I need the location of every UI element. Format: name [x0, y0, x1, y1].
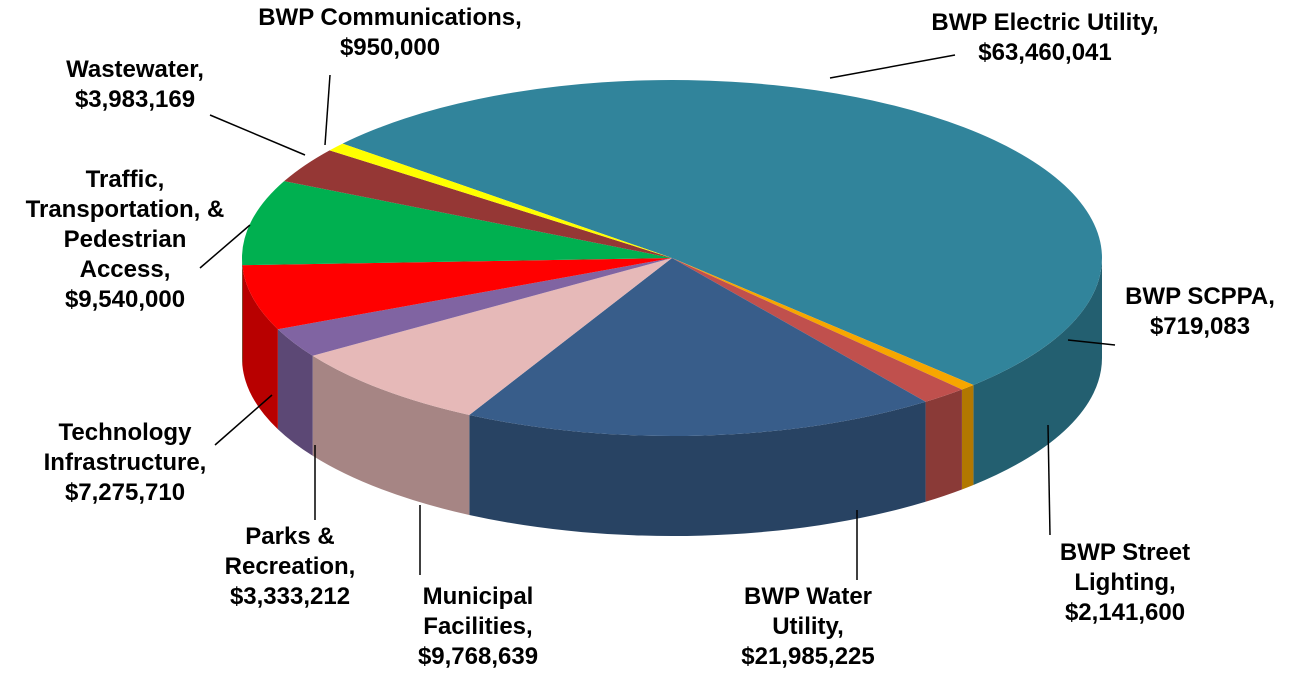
slice-side — [973, 258, 1102, 485]
data-label: BWP Street Lighting, $2,141,600 — [1035, 538, 1215, 628]
slice-side — [469, 401, 926, 537]
slice — [284, 150, 672, 258]
leader-line — [1047, 424, 1051, 536]
label-name: BWP Water Utility, — [743, 583, 872, 640]
slice — [469, 258, 926, 437]
slice — [329, 143, 672, 258]
label-name: BWP Electric Utility, — [931, 9, 1159, 36]
label-name: Traffic, Transportation, & Pedestrian Ac… — [25, 166, 225, 283]
slice-side — [961, 384, 974, 490]
slice-side — [242, 265, 278, 430]
data-label: Parks & Recreation, $3,333,212 — [215, 522, 365, 612]
slice-side — [277, 329, 313, 456]
slice — [312, 258, 672, 415]
data-label: Municipal Facilities, $9,768,639 — [403, 582, 553, 672]
leader-line — [829, 54, 956, 79]
data-label: BWP Electric Utility, $63,460,041 — [885, 8, 1205, 68]
slice-side — [925, 389, 962, 502]
data-label: Traffic, Transportation, & Pedestrian Ac… — [23, 165, 228, 315]
label-value: $3,983,169 — [74, 86, 196, 113]
leader-line — [214, 394, 273, 446]
label-name: BWP SCPPA, — [1125, 283, 1275, 310]
slice — [277, 258, 672, 356]
label-name: Parks & Recreation, — [224, 523, 356, 580]
leader-line — [199, 224, 251, 269]
data-label: Technology Infrastructure, $7,275,710 — [20, 418, 230, 508]
slice — [342, 79, 1103, 385]
label-value: $63,460,041 — [978, 39, 1112, 66]
label-value: $7,275,710 — [64, 479, 186, 506]
data-label: BWP Communications, $950,000 — [220, 3, 560, 63]
slice — [672, 258, 962, 402]
slice — [242, 181, 672, 266]
label-name: BWP Street Lighting, — [1059, 539, 1191, 596]
label-name: Wastewater, — [66, 56, 204, 83]
label-value: $950,000 — [339, 34, 441, 61]
data-label: BWP SCPPA, $719,083 — [1100, 282, 1300, 342]
label-name: Municipal Facilities, — [422, 583, 534, 640]
label-value: $2,141,600 — [1064, 599, 1186, 626]
leader-line — [209, 114, 306, 156]
slice — [672, 258, 974, 390]
leader-line — [1067, 339, 1116, 346]
slice — [242, 258, 673, 330]
label-name: Technology Infrastructure, — [43, 419, 207, 476]
label-value: $9,768,639 — [417, 643, 539, 670]
label-name: BWP Communications, — [258, 4, 522, 31]
leader-line — [324, 74, 331, 146]
label-value: $9,540,000 — [64, 286, 186, 313]
label-value: $21,985,225 — [741, 643, 875, 670]
slice-side — [312, 355, 470, 515]
label-value: $3,333,212 — [229, 583, 351, 610]
label-value: $719,083 — [1149, 313, 1251, 340]
data-label: BWP Water Utility, $21,985,225 — [708, 582, 908, 672]
data-label: Wastewater, $3,983,169 — [35, 55, 235, 115]
